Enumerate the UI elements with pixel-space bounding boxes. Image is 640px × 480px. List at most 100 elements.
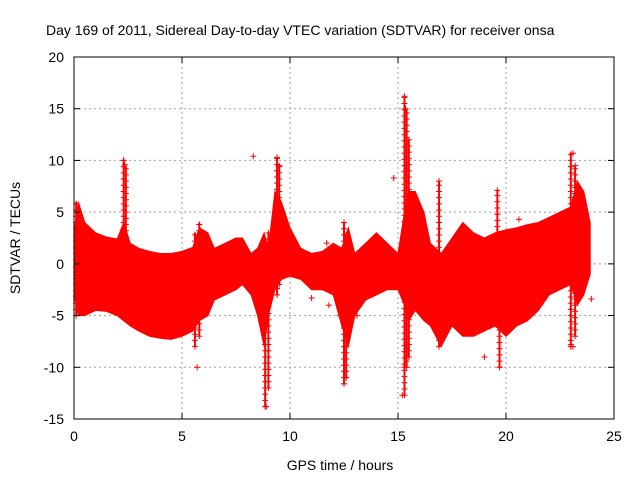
data-point bbox=[265, 304, 272, 311]
data-point bbox=[436, 231, 443, 238]
data-point bbox=[567, 318, 574, 325]
data-point bbox=[343, 331, 350, 338]
data-point bbox=[405, 211, 412, 218]
data-point bbox=[405, 347, 412, 354]
data-point bbox=[276, 162, 283, 169]
data-point bbox=[405, 155, 412, 162]
data-point bbox=[265, 353, 272, 360]
data-point bbox=[341, 380, 347, 387]
data-point bbox=[496, 271, 503, 278]
data-point bbox=[567, 324, 574, 331]
data-point bbox=[405, 136, 412, 143]
data-point bbox=[405, 186, 412, 193]
data-point bbox=[265, 378, 272, 385]
data-point bbox=[401, 373, 408, 380]
data-point bbox=[276, 219, 283, 226]
data-point bbox=[405, 322, 412, 329]
data-point bbox=[336, 312, 343, 319]
data-point bbox=[343, 250, 350, 257]
data-point bbox=[436, 188, 443, 195]
data-point bbox=[494, 205, 501, 212]
data-point bbox=[496, 358, 503, 365]
data-point bbox=[196, 308, 203, 315]
data-point bbox=[191, 312, 198, 319]
chart-title: Day 169 of 2011, Sidereal Day-to-day VTE… bbox=[46, 22, 555, 38]
data-point bbox=[436, 269, 443, 276]
data-point bbox=[403, 116, 410, 123]
data-point bbox=[572, 246, 579, 253]
data-point bbox=[572, 209, 579, 216]
data-point bbox=[191, 300, 198, 307]
y-tick-label: 20 bbox=[48, 49, 64, 65]
x-axis-label: GPS time / hours bbox=[287, 457, 394, 473]
data-point bbox=[265, 248, 272, 255]
data-point bbox=[567, 331, 574, 338]
data-point bbox=[122, 227, 129, 234]
data-point bbox=[343, 312, 350, 319]
data-point bbox=[496, 327, 503, 334]
data-point bbox=[122, 302, 129, 309]
data-point bbox=[399, 392, 406, 399]
data-point bbox=[341, 219, 347, 226]
data-point bbox=[191, 256, 198, 263]
data-point bbox=[121, 161, 128, 168]
data-point bbox=[120, 157, 127, 164]
data-point bbox=[343, 262, 350, 269]
data-point bbox=[276, 269, 283, 276]
data-point bbox=[122, 264, 129, 271]
data-point bbox=[567, 281, 574, 288]
data-point bbox=[122, 246, 129, 253]
data-point bbox=[196, 233, 203, 240]
data-point bbox=[308, 294, 315, 301]
data-point bbox=[276, 188, 283, 195]
data-point bbox=[436, 225, 443, 232]
data-point bbox=[405, 223, 412, 230]
y-tick-label: 5 bbox=[56, 204, 64, 220]
data-point bbox=[196, 221, 203, 228]
data-point bbox=[191, 231, 198, 238]
data-point bbox=[588, 296, 595, 303]
data-point bbox=[496, 246, 503, 253]
data-point bbox=[405, 242, 412, 249]
data-point bbox=[122, 184, 129, 191]
data-point bbox=[436, 300, 443, 307]
data-point bbox=[567, 176, 574, 183]
data-point bbox=[191, 306, 198, 313]
data-point bbox=[496, 302, 503, 309]
data-point bbox=[436, 200, 443, 207]
data-point bbox=[196, 289, 203, 296]
data-point bbox=[196, 327, 203, 334]
data-point bbox=[196, 252, 203, 259]
data-point bbox=[569, 150, 576, 157]
data-point bbox=[343, 300, 350, 307]
data-series bbox=[73, 93, 595, 410]
data-point bbox=[496, 364, 503, 371]
data-point bbox=[405, 142, 412, 149]
data-point bbox=[196, 271, 203, 278]
data-point bbox=[122, 190, 129, 197]
data-point bbox=[405, 335, 412, 342]
data-point bbox=[487, 322, 494, 329]
data-point bbox=[572, 314, 579, 321]
data-point bbox=[572, 320, 579, 327]
data-point bbox=[196, 333, 203, 340]
data-point bbox=[401, 386, 408, 393]
data-point bbox=[436, 238, 443, 245]
data-point bbox=[567, 262, 574, 269]
data-point bbox=[265, 236, 272, 243]
data-point bbox=[120, 306, 127, 313]
data-point bbox=[265, 329, 272, 336]
data-point bbox=[494, 229, 501, 236]
data-point bbox=[122, 171, 129, 178]
data-point bbox=[572, 221, 579, 228]
data-point bbox=[567, 275, 574, 282]
data-point bbox=[481, 353, 488, 360]
data-point bbox=[572, 190, 579, 197]
data-point bbox=[405, 298, 412, 305]
data-point bbox=[276, 281, 283, 288]
data-point bbox=[265, 291, 272, 298]
data-point bbox=[436, 275, 443, 282]
data-point bbox=[567, 163, 574, 170]
data-point bbox=[405, 205, 412, 212]
data-point bbox=[494, 211, 501, 218]
